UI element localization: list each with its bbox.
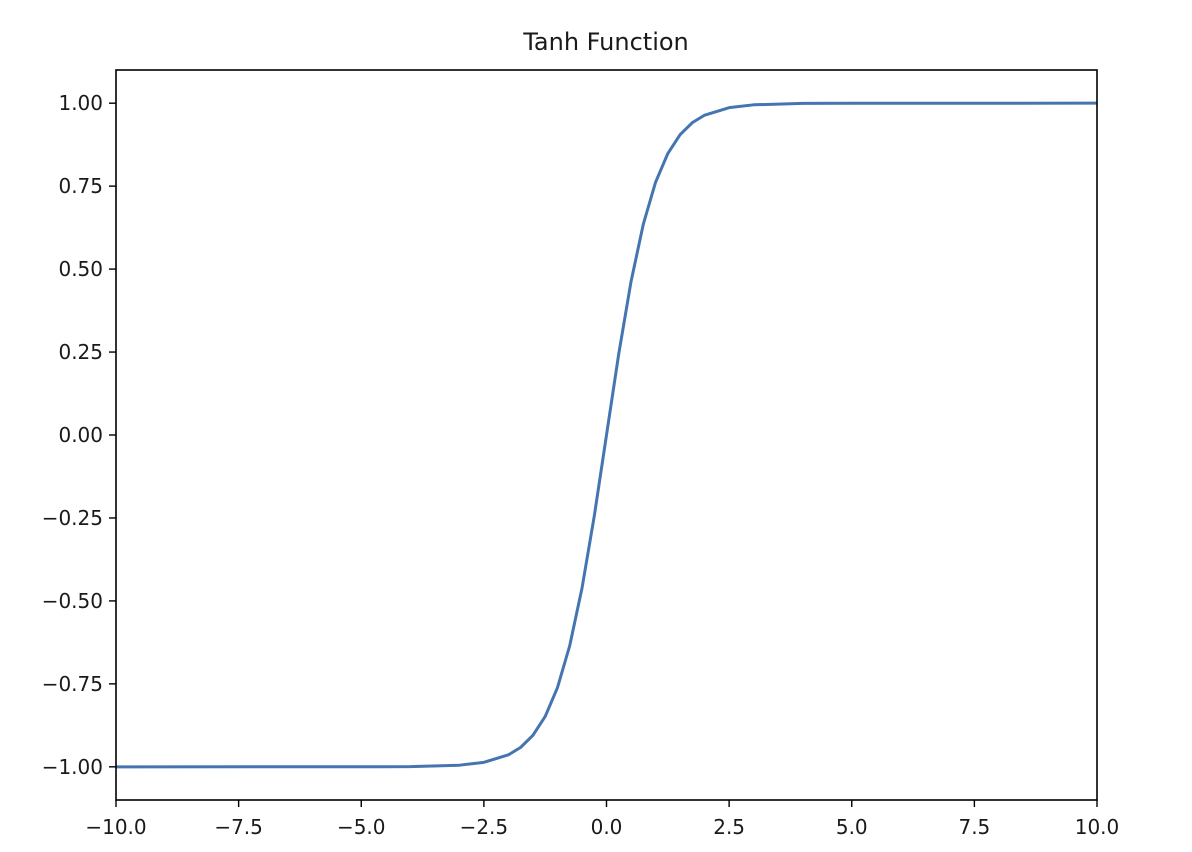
chart-title: Tanh Function	[522, 28, 689, 56]
x-tick-label: −5.0	[337, 815, 386, 839]
x-tick-label: 0.0	[591, 815, 623, 839]
y-tick-label: 1.00	[58, 91, 103, 115]
y-tick-label: 0.75	[58, 174, 103, 198]
x-tick-label: −7.5	[214, 815, 263, 839]
y-tick-label: 0.50	[58, 257, 103, 281]
x-tick-label: 7.5	[958, 815, 990, 839]
y-tick-label: −0.75	[42, 672, 103, 696]
y-tick-label: −1.00	[42, 755, 103, 779]
y-tick-label: 0.25	[58, 340, 103, 364]
y-tick-label: 0.00	[58, 423, 103, 447]
x-tick-label: 2.5	[713, 815, 745, 839]
x-tick-label: 5.0	[836, 815, 868, 839]
series-line-0	[115, 101, 1098, 769]
x-tick-label: −10.0	[85, 815, 146, 839]
x-tick-label: 10.0	[1075, 815, 1120, 839]
y-tick-label: −0.25	[42, 506, 103, 530]
y-tick-label: −0.50	[42, 589, 103, 613]
x-tick-label: −2.5	[460, 815, 509, 839]
